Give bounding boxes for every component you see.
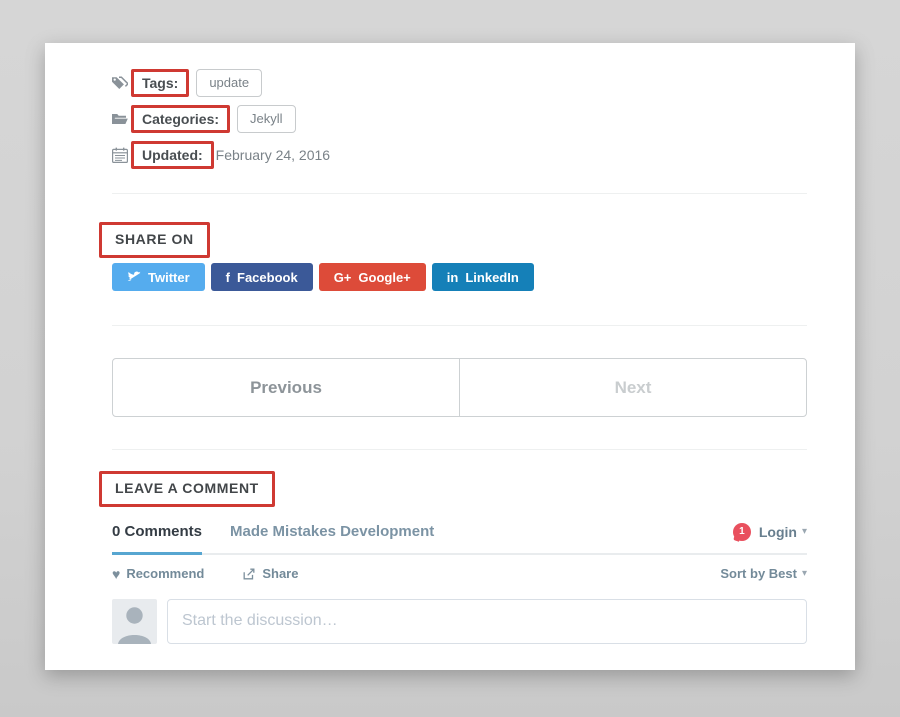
tags-label: Tags:	[142, 75, 179, 91]
googleplus-icon: G+	[333, 269, 352, 285]
share-twitter-button[interactable]: Twitter	[112, 263, 205, 291]
twitter-icon	[127, 271, 141, 281]
categories-label: Categories:	[142, 111, 220, 127]
share-buttons-row: Twitter f Facebook G+ Google+ in LinkedI…	[112, 263, 807, 291]
meta-row-tags: Tags: update	[112, 69, 807, 97]
chevron-down-icon: ▾	[801, 568, 807, 579]
recommend-label: Recommend	[126, 566, 205, 581]
post-footer-card: Tags: update Categories: Jekyll Updated:…	[45, 43, 855, 670]
folder-icon	[112, 111, 128, 127]
share-on-heading: SHARE ON	[115, 231, 194, 247]
share-linkedin-button[interactable]: in LinkedIn	[431, 263, 534, 291]
share-linkedin-label: LinkedIn	[465, 269, 519, 285]
sort-label: Sort by Best	[720, 566, 797, 581]
share-comment-button[interactable]: Share	[242, 566, 298, 581]
tag-chip-update[interactable]: update	[196, 69, 263, 97]
share-comment-label: Share	[262, 566, 299, 581]
facebook-icon: f	[225, 269, 230, 285]
annotation-box-leave-a-comment: LEAVE A COMMENT	[99, 471, 275, 507]
login-label: Login	[758, 523, 797, 540]
annotation-box-tags: Tags:	[131, 69, 190, 97]
chevron-down-icon: ▾	[801, 526, 807, 538]
category-chip-jekyll[interactable]: Jekyll	[237, 105, 296, 133]
sort-by-best-dropdown[interactable]: Sort by Best ▾	[720, 566, 807, 581]
share-facebook-label: Facebook	[237, 269, 298, 285]
updated-label: Updated:	[142, 147, 203, 163]
next-post-button[interactable]: Next	[459, 359, 806, 416]
calendar-icon	[112, 147, 128, 163]
share-facebook-button[interactable]: f Facebook	[210, 263, 313, 291]
tags-icon	[112, 75, 128, 91]
notification-badge: 1	[732, 522, 751, 541]
annotation-box-share-on: SHARE ON	[99, 222, 210, 258]
disqus-actions-row: ♥ Recommend Share Sort by Best ▾	[112, 565, 807, 583]
comment-compose-row	[112, 598, 807, 644]
person-icon	[118, 606, 151, 644]
divider	[112, 193, 807, 194]
share-twitter-label: Twitter	[148, 269, 190, 285]
post-pagination: Previous Next	[112, 358, 807, 417]
comments-count-tab[interactable]: 0 Comments	[112, 517, 203, 555]
avatar	[112, 598, 157, 644]
divider	[112, 449, 807, 450]
heart-icon: ♥	[112, 565, 121, 582]
meta-row-categories: Categories: Jekyll	[112, 105, 807, 133]
previous-post-button[interactable]: Previous	[250, 377, 322, 397]
updated-date: February 24, 2016	[215, 147, 331, 163]
linkedin-icon: in	[446, 269, 459, 285]
annotation-box-categories: Categories:	[131, 105, 231, 133]
disqus-header: 0 Comments Made Mistakes Development 1 L…	[112, 517, 807, 555]
share-icon	[242, 567, 256, 581]
recommend-button[interactable]: ♥ Recommend	[112, 566, 204, 582]
leave-a-comment-heading: LEAVE A COMMENT	[115, 480, 259, 496]
comment-input[interactable]	[167, 598, 807, 644]
annotation-box-updated: Updated:	[131, 141, 214, 169]
share-googleplus-label: Google+	[358, 269, 411, 285]
login-menu[interactable]: 1 Login ▾	[732, 522, 807, 547]
divider	[112, 325, 807, 326]
community-name[interactable]: Made Mistakes Development	[230, 523, 435, 541]
meta-row-updated: Updated: February 24, 2016	[112, 141, 807, 169]
share-googleplus-button[interactable]: G+ Google+	[318, 263, 426, 291]
